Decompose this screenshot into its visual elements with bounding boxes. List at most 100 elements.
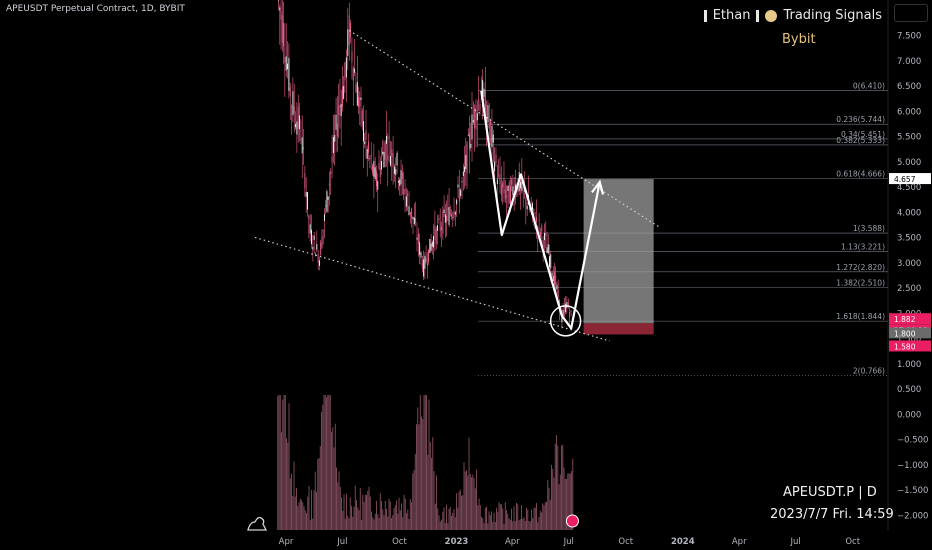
candle-body: [369, 158, 371, 160]
candle-body: [288, 57, 290, 91]
volume-bar: [383, 515, 385, 530]
candle-body: [570, 310, 572, 312]
volume-bar: [382, 509, 384, 530]
candle-body: [544, 232, 545, 241]
candle-body: [391, 149, 393, 158]
candle-body: [419, 242, 421, 255]
candle-body: [502, 182, 504, 188]
candle-body: [554, 271, 555, 286]
volume-bar: [311, 489, 312, 530]
volume-bar: [513, 506, 515, 530]
candle-body: [460, 189, 462, 196]
candle-body: [443, 209, 445, 214]
price-axis-label: 1.800: [894, 329, 916, 338]
volume-bar: [571, 471, 572, 530]
candle-body: [358, 97, 359, 107]
volume-bar: [303, 506, 305, 530]
candle-body: [328, 183, 330, 186]
volume-bar: [531, 509, 532, 530]
volume-bar: [414, 453, 416, 530]
price-axis-label-bg: [889, 313, 931, 325]
volume-bar: [469, 473, 471, 530]
volume-bar: [292, 496, 294, 530]
candle-body: [387, 155, 389, 161]
volume-bar: [287, 442, 289, 530]
volume-bar: [486, 506, 487, 530]
candle-body: [488, 125, 490, 129]
volume-bar: [453, 509, 455, 530]
trendline: [348, 29, 661, 228]
chart-menu-button[interactable]: [894, 4, 928, 22]
volume-bar: [478, 498, 480, 530]
volume-bar: [403, 494, 405, 530]
candle-body: [500, 184, 502, 195]
volume-bar: [526, 507, 527, 530]
fib-level-label: 2(0.766): [853, 367, 885, 376]
volume-bar: [301, 500, 302, 530]
x-tick-label: Oct: [845, 537, 860, 547]
candle-body: [448, 207, 450, 225]
candle-body: [307, 192, 308, 210]
candle-body: [471, 114, 473, 140]
candle-body: [378, 162, 380, 169]
volume-bar: [408, 518, 410, 530]
volume-bar: [353, 506, 355, 530]
volume-bar: [433, 471, 435, 530]
volume-bar: [308, 486, 310, 530]
volume-bar: [543, 505, 545, 530]
volume-bar: [488, 511, 490, 530]
volume-bar: [477, 505, 479, 530]
volume-bar: [479, 505, 481, 530]
volume-bar: [456, 493, 457, 530]
candle-body: [325, 205, 327, 207]
volume-bar: [438, 515, 440, 530]
volume-bar: [497, 512, 499, 530]
volume-bar: [416, 424, 417, 530]
volume-bar: [284, 395, 286, 530]
candle-body: [524, 190, 525, 192]
volume-bar: [472, 474, 474, 530]
candle-body: [552, 275, 554, 282]
volume-bar: [296, 488, 297, 530]
candle-body: [382, 151, 384, 155]
volume-bar: [547, 479, 549, 530]
volume-bar: [359, 488, 361, 530]
volume-bar: [464, 471, 466, 530]
volume-bar: [503, 523, 505, 530]
candle-body: [439, 222, 441, 232]
volume-bar: [294, 496, 296, 530]
candle-body: [356, 82, 358, 106]
fib-level-label: 1(3.588): [853, 224, 885, 233]
volume-bar: [319, 446, 321, 530]
volume-bar: [532, 518, 534, 530]
tradingview-logo-icon[interactable]: [246, 512, 268, 532]
candle-body: [339, 105, 341, 108]
volume-bar: [381, 501, 382, 530]
x-tick-label: Jul: [563, 537, 574, 547]
candle-body: [521, 177, 523, 192]
candle-body: [326, 191, 328, 212]
volume-bar: [299, 498, 301, 530]
volume-bar: [468, 437, 470, 530]
volume-bar: [352, 516, 354, 530]
candle-body: [424, 255, 426, 269]
volume-bar: [282, 399, 284, 530]
candle-body: [461, 181, 463, 183]
candle-body: [309, 224, 311, 234]
candle-body: [405, 196, 407, 207]
candle-body: [365, 130, 367, 141]
candle-body: [566, 302, 568, 308]
volume-bar: [446, 504, 447, 530]
candle-body: [541, 225, 543, 232]
volume-bar: [508, 518, 510, 530]
price-axis-label-bg: [889, 173, 931, 185]
candle-body: [373, 161, 375, 177]
candle-body: [279, 7, 281, 11]
volume-bar: [312, 518, 314, 530]
volume-bar: [342, 510, 344, 530]
volume-bar: [443, 507, 445, 530]
candle-body: [295, 124, 297, 128]
candle-body: [408, 206, 410, 215]
x-tick-label: 2024: [671, 537, 695, 547]
